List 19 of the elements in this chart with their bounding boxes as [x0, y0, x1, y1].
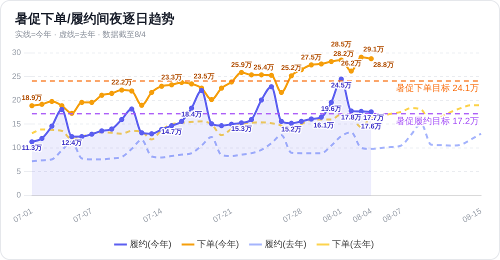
y-tick-label: 10 — [12, 143, 22, 152]
ref-line-label: 暑促履约目标 17.2万 — [396, 116, 479, 126]
chart-subtitle: 实线=今年 · 虚线=去年 · 数据截至8/4 — [15, 29, 146, 40]
legend-label: 下单(去年) — [332, 238, 374, 249]
y-tick-label: 20 — [12, 96, 22, 105]
y-tick-label: 5 — [16, 166, 22, 176]
ref-line-label: 暑促下单目标 24.1万 — [396, 83, 479, 93]
y-tick-label: 25 — [12, 72, 22, 81]
chart-title: 暑促下单/履约间夜逐日趋势 — [15, 10, 175, 28]
y-tick-label: 30 — [12, 48, 22, 58]
y-tick-label: 15 — [12, 119, 22, 128]
legend-label: 履约(今年) — [130, 238, 172, 249]
x-tick-label: 07-28 — [281, 206, 304, 224]
x-tick-label: 08-01 — [321, 206, 344, 224]
legend-label: 下单(今年) — [197, 238, 240, 249]
legend-label: 履约(去年) — [264, 238, 306, 249]
x-tick-label: 07-21 — [211, 206, 234, 224]
x-tick-label: 07-01 — [12, 206, 34, 224]
y-tick-label: 0 — [16, 190, 22, 200]
